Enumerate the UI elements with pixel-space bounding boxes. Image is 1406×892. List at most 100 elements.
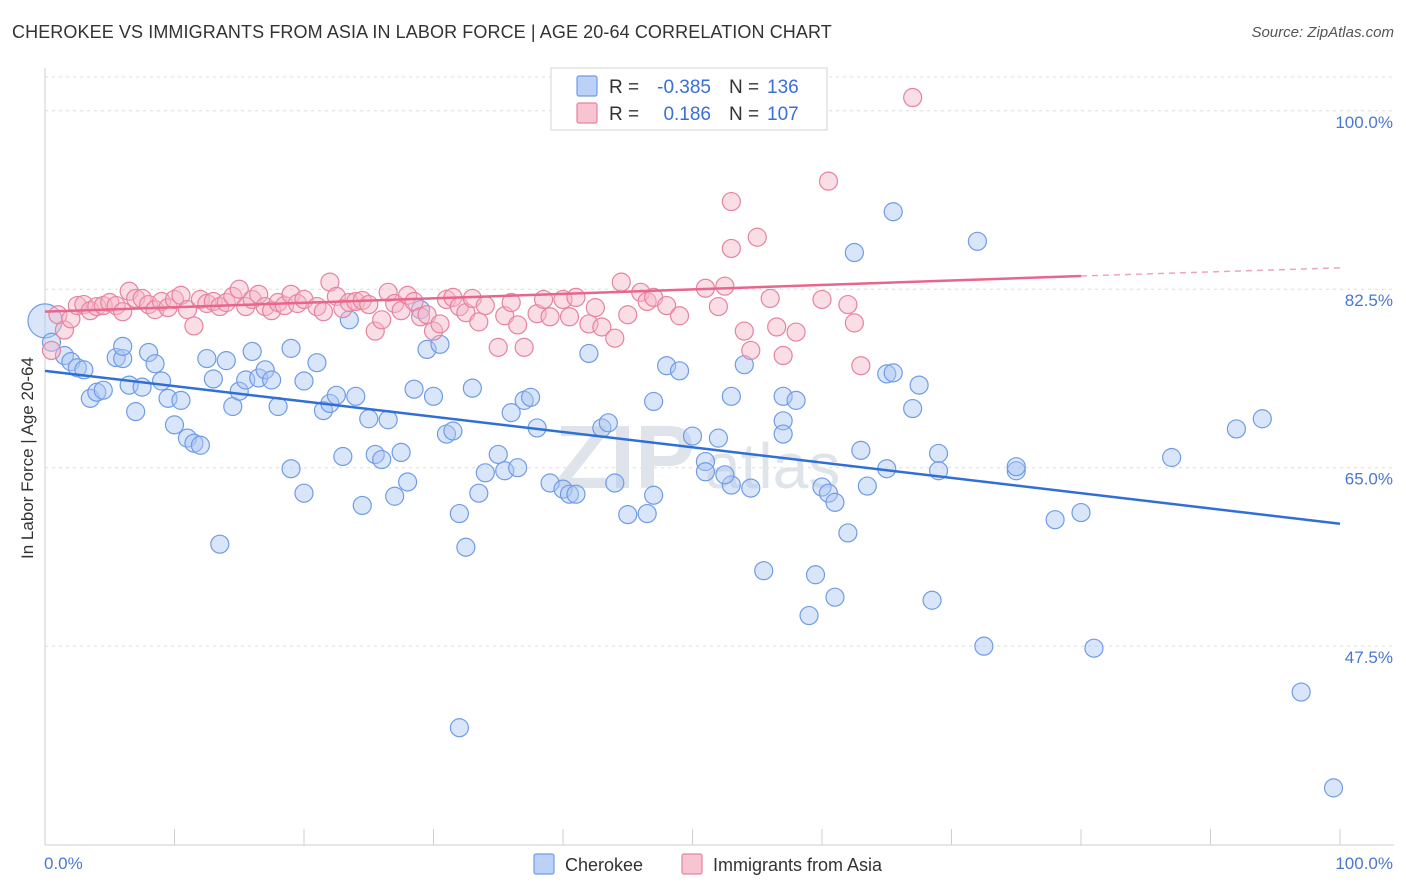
data-point-cherokee <box>449 503 469 524</box>
data-point-cherokee <box>501 403 521 423</box>
data-point-cherokee <box>773 411 793 431</box>
data-point-cherokee <box>883 202 903 222</box>
source-credit: Source: ZipAtlas.com <box>1251 24 1394 41</box>
data-point-cherokee <box>618 505 638 525</box>
data-point-cherokee <box>106 347 126 368</box>
data-point-asia <box>656 295 677 316</box>
data-point-cherokee <box>93 380 113 400</box>
data-point-cherokee <box>359 409 379 429</box>
data-point-cherokee <box>203 369 223 389</box>
data-point-asia <box>812 289 832 310</box>
data-point-asia <box>508 315 528 335</box>
data-point-cherokee <box>1291 682 1311 702</box>
data-point-asia <box>488 337 508 357</box>
data-point-asia <box>501 292 521 313</box>
data-point-cherokee <box>1252 409 1272 429</box>
data-point-cherokee <box>385 486 405 506</box>
axes <box>44 68 1394 846</box>
data-point-cherokee <box>190 435 210 455</box>
data-point-cherokee <box>145 354 165 374</box>
x-tick-label-right: 100.0% <box>1335 854 1393 873</box>
data-point-cherokee <box>974 636 994 656</box>
data-point-cherokee <box>313 400 334 421</box>
data-points <box>27 87 1344 798</box>
x-tick-label-left: 0.0% <box>44 854 83 873</box>
data-point-cherokee <box>754 561 774 581</box>
data-point-asia <box>313 302 334 322</box>
trend-lines <box>44 267 1341 526</box>
data-point-cherokee <box>339 310 359 330</box>
data-point-cherokee <box>398 472 418 492</box>
data-point-asia <box>592 317 612 337</box>
data-point-asia <box>618 305 638 325</box>
data-point-cherokee <box>682 426 703 446</box>
stats-n-label-asia: N = <box>729 104 759 125</box>
data-point-cherokee <box>475 463 495 483</box>
data-point-cherokee <box>462 378 482 398</box>
data-point-cherokee <box>171 390 191 410</box>
trend-line-extension-asia <box>1080 267 1341 277</box>
data-point-cherokee <box>139 342 159 363</box>
data-point-cherokee <box>844 242 864 263</box>
data-point-cherokee <box>378 410 398 430</box>
data-point-cherokee <box>838 523 858 543</box>
data-point-cherokee <box>734 355 754 375</box>
data-point-cherokee <box>391 442 411 463</box>
data-point-asia <box>456 303 476 323</box>
data-point-cherokee <box>1084 638 1104 658</box>
data-point-cherokee <box>598 413 618 433</box>
data-point-asia <box>721 238 741 259</box>
data-point-cherokee <box>773 424 793 444</box>
data-point-cherokee <box>922 590 942 610</box>
data-point-asia <box>566 287 586 308</box>
data-point-cherokee <box>449 718 469 738</box>
data-point-asia <box>229 279 249 299</box>
data-point-asia <box>708 296 729 317</box>
data-point-cherokee <box>197 348 217 369</box>
data-point-asia <box>430 314 450 334</box>
data-point-asia <box>469 312 489 332</box>
data-point-cherokee <box>741 478 761 498</box>
data-point-cherokee <box>928 443 949 464</box>
data-point-cherokee <box>404 379 424 399</box>
legend-label-asia: Immigrants from Asia <box>713 855 883 875</box>
data-point-cherokee <box>1071 502 1091 523</box>
data-point-cherokee <box>488 444 508 465</box>
data-point-cherokee <box>695 462 716 482</box>
data-point-asia <box>786 322 806 342</box>
data-point-asia <box>903 87 923 108</box>
data-point-cherokee <box>909 375 929 395</box>
legend-swatch-cherokee <box>533 853 555 875</box>
y-tick-label-0: 100.0% <box>1335 113 1393 132</box>
data-point-cherokee <box>851 440 871 460</box>
data-point-cherokee <box>605 473 625 493</box>
data-point-asia <box>844 313 864 333</box>
data-point-cherokee <box>1226 419 1247 439</box>
data-point-cherokee <box>825 492 845 512</box>
y-tick-labels: 100.0% 82.5% 65.0% 47.5% <box>1335 113 1393 667</box>
data-point-asia <box>747 227 767 247</box>
data-point-cherokee <box>113 336 133 356</box>
stats-box: R = -0.385 N = 136 R = 0.186 N = 107 <box>550 67 828 131</box>
data-point-cherokee <box>883 363 903 383</box>
data-point-cherokee <box>365 444 385 465</box>
data-point-asia <box>372 310 392 330</box>
data-point-asia <box>605 328 625 348</box>
series-asia <box>41 87 923 376</box>
data-point-asia <box>320 272 340 292</box>
y-tick-label-1: 82.5% <box>1345 291 1393 310</box>
data-point-cherokee <box>799 605 819 626</box>
data-point-cherokee <box>559 484 580 504</box>
stats-r-value-asia: 0.186 <box>663 104 711 125</box>
data-point-asia <box>741 340 761 361</box>
data-point-asia <box>851 356 871 376</box>
legend: Cherokee Immigrants from Asia <box>533 853 883 875</box>
data-point-cherokee <box>333 446 353 467</box>
data-point-cherokee <box>255 360 275 380</box>
data-point-cherokee <box>967 231 988 251</box>
data-point-cherokee <box>521 387 541 407</box>
data-point-cherokee <box>644 391 664 412</box>
data-point-cherokee <box>372 449 392 470</box>
data-point-asia <box>818 171 839 191</box>
y-axis-title: In Labor Force | Age 20-64 <box>18 357 37 559</box>
